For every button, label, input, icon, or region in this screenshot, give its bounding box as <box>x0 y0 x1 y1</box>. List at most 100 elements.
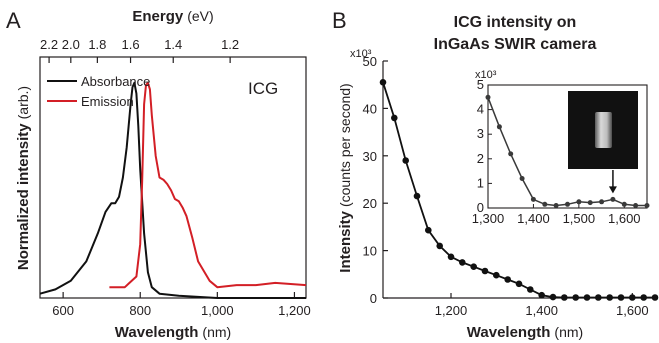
panel-b-data-point <box>583 294 591 301</box>
inset-data-point <box>565 201 570 207</box>
panel-b-data-point <box>379 79 387 86</box>
panel-b-y-tick-label: 40 <box>363 101 377 116</box>
panel-b-title-line2: InGaAs SWIR camera <box>434 36 597 53</box>
panel-a-x-tick-label: 600 <box>52 303 74 318</box>
panel-b-y-tick-label: 20 <box>363 196 377 211</box>
legend-emission-label: Emission <box>81 94 134 109</box>
panel-b-series <box>379 79 659 301</box>
inset-data-point <box>553 203 559 208</box>
legend-absorbance-label: Absorbance <box>81 74 150 89</box>
inset-y-tick-label: 2 <box>477 151 484 166</box>
panel-a-top-axis: 2.2 2.0 1.8 1.6 1.4 1.2 <box>40 37 239 63</box>
panel-b-data-point <box>515 280 523 288</box>
panel-b-data-point <box>606 294 613 301</box>
panel-a-annotation: ICG <box>248 79 278 98</box>
panel-b-y-multiplier: x10³ <box>350 48 372 60</box>
inset-data-point <box>610 196 616 202</box>
inset-data-point <box>496 124 502 130</box>
inset-x-tick-label: 1,300 <box>472 211 505 226</box>
inset-series <box>485 94 650 208</box>
panel-b-y-axis-title: Intensity(counts per second) <box>337 83 354 272</box>
inset-data-point <box>621 201 627 207</box>
panel-b-data-point <box>561 294 568 301</box>
panel-b-y-tick-label: 10 <box>363 244 377 259</box>
panel-a-top-axis-title: Energy (eV) <box>132 8 213 25</box>
inset-data-point <box>599 199 605 205</box>
panel-b-title-line1: ICG intensity on <box>454 14 577 31</box>
panel-b-data-point <box>595 294 602 301</box>
panel-b-data-point <box>470 263 478 271</box>
panel-b-x-tick-label: 1,600 <box>616 303 649 318</box>
panel-b-data-point <box>436 242 444 250</box>
inset-x-tick-label: 1,500 <box>563 211 596 226</box>
panel-a-x-tick-label: 1,000 <box>201 303 234 318</box>
panel-a-x-axis-title: Wavelength (nm) <box>115 324 231 341</box>
panel-b-data-point <box>651 294 659 301</box>
inset-data-point <box>587 200 593 206</box>
inset-y-tick-label: 0 <box>477 200 484 215</box>
inset-data-point <box>633 203 639 208</box>
panel-a-absorbance-line <box>39 81 306 299</box>
panel-b-data-point <box>402 157 410 164</box>
panel-a-chart: 600 800 1,000 1,200 2.2 2.0 1.8 1.6 1.4 1.2 <box>39 37 311 318</box>
panel-b-inset: x10³ 1,300 1,400 1,500 1,600 0 1 2 3 4 5 <box>470 62 654 236</box>
panel-b-data-point <box>527 286 534 293</box>
inset-plot-frame <box>487 84 648 209</box>
inset-data-point <box>485 94 491 100</box>
panel-b-y-tick-label: 30 <box>363 149 377 164</box>
panel-a-x-tick-label: 1,200 <box>278 303 311 318</box>
panel-b-data-point <box>549 293 557 301</box>
panel-b-x-tick-label: 1,400 <box>525 303 558 318</box>
panel-a-y-axis-title: Normalized intensity(arb.) <box>15 86 32 270</box>
panel-a-top-tick-label: 1.6 <box>122 37 140 52</box>
inset-y-tick-label: 1 <box>477 175 484 190</box>
inset-arrow <box>608 170 617 194</box>
inset-y-multiplier: x10³ <box>475 69 497 81</box>
panel-b-x-tick-label: 1,200 <box>435 303 468 318</box>
panel-b-data-point <box>504 276 512 283</box>
panel-a-top-tick-label: 2.2 <box>40 37 58 52</box>
panel-a-emission-line <box>109 81 307 289</box>
panel-a-top-tick-label: 2.0 <box>62 37 80 52</box>
inset-data-point <box>519 176 525 181</box>
panel-a-series <box>39 81 307 299</box>
inset-x-tick-label: 1,400 <box>517 211 550 226</box>
inset-data-point <box>542 201 548 207</box>
panel-a-top-tick-label: 1.2 <box>221 37 239 52</box>
panel-b-label: B <box>332 8 347 33</box>
panel-b-data-point <box>447 253 455 261</box>
panel-a-top-tick-label: 1.4 <box>164 37 182 52</box>
inset-ticks: 1,300 1,400 1,500 1,600 0 1 2 3 4 5 <box>472 77 641 226</box>
panel-b-data-point <box>617 294 625 301</box>
panel-b-y-tick-label: 50 <box>363 54 377 69</box>
inset-data-point <box>530 196 536 202</box>
inset-camera-image <box>568 91 638 169</box>
panel-b-data-point <box>572 294 579 301</box>
panel-b-data-point <box>640 294 647 301</box>
inset-x-tick-label: 1,600 <box>608 211 641 226</box>
panel-a-legend: Absorbance Emission <box>47 74 150 109</box>
panel-b-y-tick-label: 0 <box>370 291 377 306</box>
panel-b-data-point <box>629 294 636 301</box>
inset-y-tick-label: 5 <box>477 77 484 92</box>
panel-a-label: A <box>6 8 21 33</box>
panel-b-x-axis-title: Wavelength (nm) <box>467 324 583 341</box>
panel-a-x-axis: 600 800 1,000 1,200 <box>52 292 311 318</box>
panel-a-top-tick-label: 1.8 <box>88 37 106 52</box>
panel-b-data-point <box>481 267 489 275</box>
panel-b-data-point <box>493 271 500 279</box>
panel-b-data-point <box>538 291 545 299</box>
panel-b-data-point <box>391 114 398 122</box>
panel-b-data-point <box>425 226 432 234</box>
inset-data-point <box>576 199 582 205</box>
panel-a-x-tick-label: 800 <box>129 303 151 318</box>
panel-b-data-point <box>413 192 421 200</box>
inset-data-point <box>508 151 514 157</box>
inset-data-point <box>644 203 650 208</box>
inset-y-tick-label: 3 <box>477 126 484 141</box>
inset-y-tick-label: 4 <box>477 102 484 117</box>
panel-b-data-point <box>459 259 466 266</box>
